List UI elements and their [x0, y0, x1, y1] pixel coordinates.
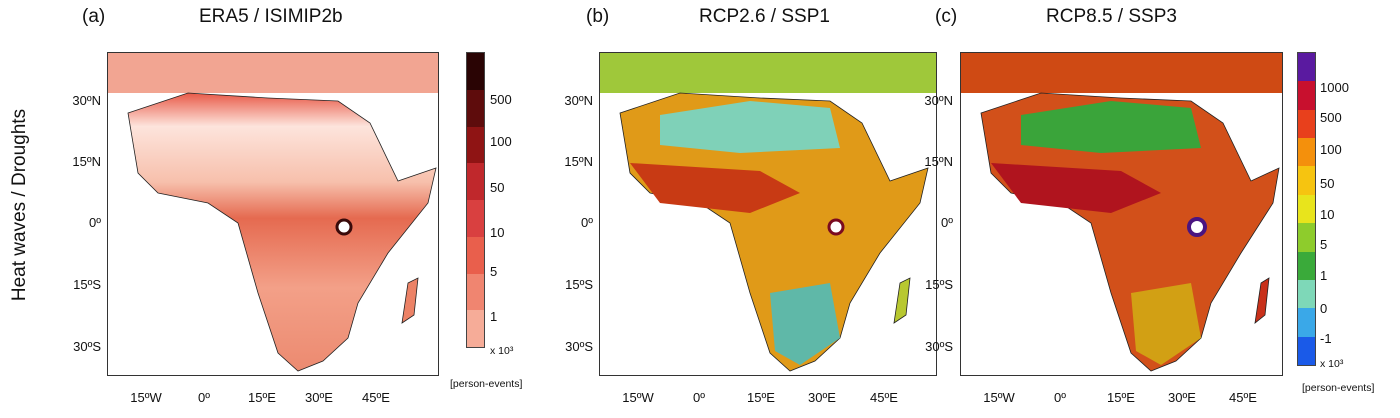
colorbar-a-label: 1 [490, 309, 498, 324]
lat-tick: 0º [89, 215, 101, 230]
lat-tick: 15ºN [924, 154, 953, 169]
lat-tick: 15ºN [564, 154, 593, 169]
colorbar-bc-label: 1 [1320, 268, 1328, 283]
panel-a-letter: (a) [82, 6, 106, 27]
africa-map-a [108, 53, 438, 372]
colorbar-swatch [1298, 194, 1315, 224]
lat-tick: 30ºN [564, 93, 593, 108]
colorbar-swatch [1298, 308, 1315, 337]
lon-tick: 45ºE [362, 390, 390, 405]
lat-tick: 30ºS [73, 339, 101, 354]
colorbar-swatch [1298, 279, 1315, 309]
lat-tick: 0º [581, 215, 593, 230]
colorbar-a-label: 50 [490, 180, 505, 195]
lon-tick: 30ºE [1168, 390, 1196, 405]
colorbar-swatch [467, 200, 484, 237]
colorbar-bc-label: 100 [1320, 142, 1342, 157]
colorbar-swatch [1298, 138, 1315, 167]
colorbar-bc-label: 50 [1320, 176, 1335, 191]
colorbar-bc-label: 10 [1320, 207, 1335, 222]
panel-c-title: RCP8.5 / SSP3 [1046, 6, 1177, 27]
map-panel-b [599, 52, 937, 376]
lon-tick: 0º [198, 390, 210, 405]
colorbar-swatch [1298, 166, 1315, 195]
panel-b-title: RCP2.6 / SSP1 [699, 6, 830, 27]
colorbar-a-multiplier: x 10³ [490, 345, 514, 357]
lat-tick: 15ºS [73, 277, 101, 292]
colorbar-swatch [1298, 53, 1315, 82]
colorbar-swatch [1298, 109, 1315, 139]
lat-tick: 30ºS [565, 339, 593, 354]
colorbar-swatch [1298, 223, 1315, 252]
lon-tick: 0º [1054, 390, 1066, 405]
colorbar-bc-multiplier: x 10³ [1320, 358, 1344, 370]
row-label: Heat waves / Droughts [9, 108, 30, 302]
lat-tick: 30ºN [924, 93, 953, 108]
lon-tick: 15ºW [622, 390, 654, 405]
colorbar-bc-label: -1 [1320, 331, 1332, 346]
colorbar-swatch [467, 89, 484, 127]
lon-tick: 15ºE [248, 390, 276, 405]
lon-tick: 15ºE [747, 390, 775, 405]
lon-tick: 30ºE [305, 390, 333, 405]
colorbar-a-label: 5 [490, 264, 498, 279]
colorbar-swatch [1298, 81, 1315, 110]
lat-tick: 15ºS [925, 277, 953, 292]
colorbar-swatch [467, 126, 484, 164]
lat-tick: 30ºS [925, 339, 953, 354]
colorbar-swatch [467, 163, 484, 200]
colorbar-swatch [1298, 251, 1315, 280]
lon-tick: 30ºE [808, 390, 836, 405]
panel-a-title: ERA5 / ISIMIP2b [199, 6, 343, 27]
colorbar-swatch [467, 53, 484, 90]
colorbar-swatch [1298, 336, 1315, 365]
lat-tick: 30ºN [72, 93, 101, 108]
lon-tick: 15ºW [130, 390, 162, 405]
lat-tick: 15ºS [565, 277, 593, 292]
lat-tick: 15ºN [72, 154, 101, 169]
colorbar-a [466, 52, 485, 348]
colorbar-swatch [467, 236, 484, 274]
colorbar-swatch [467, 310, 484, 347]
colorbar-bc-label: 1000 [1320, 80, 1349, 95]
panel-b-letter: (b) [586, 6, 610, 27]
lon-tick: 45ºE [1229, 390, 1257, 405]
colorbar-a-label: 100 [490, 134, 512, 149]
colorbar-bc-label: 0 [1320, 301, 1328, 316]
map-panel-a [107, 52, 439, 376]
lon-tick: 15ºE [1107, 390, 1135, 405]
panel-c-letter: (c) [935, 6, 958, 27]
colorbar-a-label: 10 [490, 225, 505, 240]
colorbar-a-unit: [person-events] [450, 378, 523, 390]
lon-tick: 0º [693, 390, 705, 405]
colorbar-a-label: 500 [490, 92, 512, 107]
map-panel-c [960, 52, 1283, 376]
africa-map-b [600, 53, 936, 372]
lat-tick: 0º [941, 215, 953, 230]
lon-tick: 15ºW [983, 390, 1015, 405]
colorbar-bc [1297, 52, 1316, 366]
colorbar-swatch [467, 273, 484, 311]
lon-tick: 45ºE [870, 390, 898, 405]
africa-map-c [961, 53, 1282, 372]
colorbar-bc-label: 5 [1320, 237, 1328, 252]
colorbar-bc-label: 500 [1320, 110, 1342, 125]
colorbar-bc-unit: [person-events] [1302, 382, 1375, 394]
